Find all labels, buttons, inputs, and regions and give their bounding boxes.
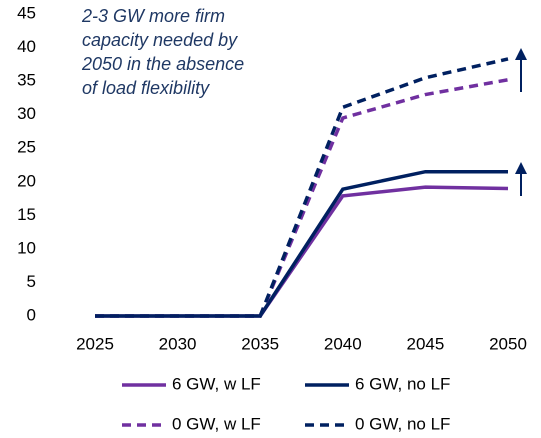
legend-label: 6 GW, w LF: [172, 374, 261, 393]
x-tick-label: 2045: [406, 334, 444, 353]
y-tick-label: 35: [17, 71, 36, 90]
x-tick-label: 2035: [241, 334, 279, 353]
x-tick-label: 2050: [489, 334, 527, 353]
y-tick-label: 20: [17, 171, 36, 190]
x-tick-label: 2025: [76, 334, 114, 353]
y-tick-label: 15: [17, 205, 36, 224]
y-tick-label: 30: [17, 104, 36, 123]
arrow: [515, 162, 527, 196]
series-line: [95, 169, 508, 318]
annotation: capacity needed by: [82, 30, 238, 50]
x-tick-label: 2040: [324, 334, 362, 353]
series-line: [95, 78, 509, 318]
legend-label: 0 GW, w LF: [172, 414, 261, 433]
annotation: of load flexibility: [82, 78, 210, 98]
y-tick-label: 5: [27, 272, 36, 291]
y-tick-label: 0: [27, 305, 36, 324]
x-tick-label: 2030: [159, 334, 197, 353]
series-line: [95, 57, 509, 318]
arrow: [515, 48, 527, 92]
legend-label: 6 GW, no LF: [355, 374, 450, 393]
legend-label: 0 GW, no LF: [355, 414, 450, 433]
annotation: 2050 in the absence: [81, 54, 244, 74]
y-tick-label: 40: [17, 37, 36, 56]
y-tick-label: 25: [17, 138, 36, 157]
y-tick-label: 10: [17, 238, 36, 257]
annotation: 2-3 GW more firm: [81, 6, 225, 26]
y-tick-label: 45: [17, 3, 36, 22]
